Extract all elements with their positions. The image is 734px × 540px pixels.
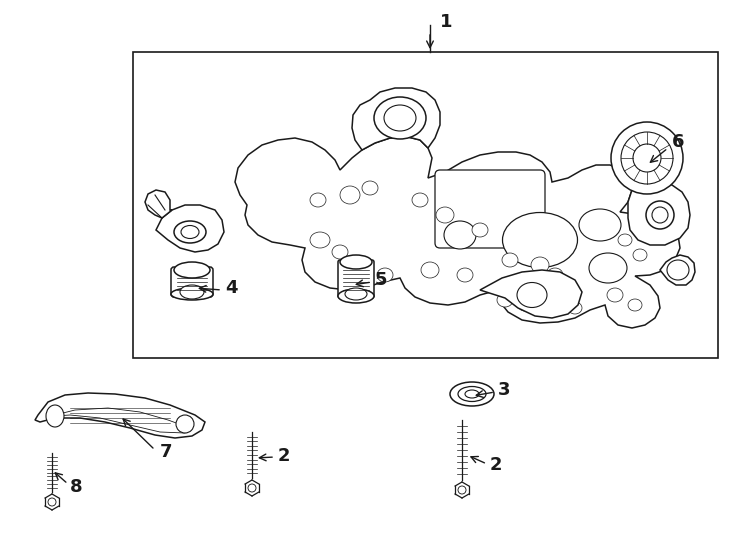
- Polygon shape: [156, 205, 224, 252]
- Ellipse shape: [332, 245, 348, 259]
- Text: 4: 4: [225, 279, 238, 297]
- Text: 1: 1: [440, 13, 452, 31]
- Ellipse shape: [646, 201, 674, 229]
- Text: 6: 6: [672, 133, 685, 151]
- FancyBboxPatch shape: [435, 170, 545, 248]
- Ellipse shape: [502, 253, 518, 267]
- Circle shape: [48, 498, 56, 506]
- Ellipse shape: [607, 288, 623, 302]
- Ellipse shape: [518, 299, 532, 311]
- Text: 8: 8: [70, 478, 83, 496]
- Ellipse shape: [46, 405, 64, 427]
- Ellipse shape: [497, 293, 513, 307]
- Ellipse shape: [465, 390, 479, 398]
- Ellipse shape: [628, 299, 642, 311]
- Ellipse shape: [174, 262, 210, 278]
- Ellipse shape: [180, 285, 204, 299]
- Ellipse shape: [342, 258, 358, 272]
- Text: 3: 3: [498, 381, 511, 399]
- Ellipse shape: [436, 207, 454, 223]
- Ellipse shape: [176, 415, 194, 433]
- Bar: [133, 52, 718, 358]
- Ellipse shape: [412, 193, 428, 207]
- Ellipse shape: [444, 221, 476, 249]
- Ellipse shape: [450, 382, 494, 406]
- Ellipse shape: [552, 288, 568, 302]
- Ellipse shape: [633, 249, 647, 261]
- Polygon shape: [480, 270, 582, 318]
- Polygon shape: [352, 88, 440, 150]
- Ellipse shape: [579, 209, 621, 241]
- Ellipse shape: [547, 268, 563, 282]
- Ellipse shape: [531, 257, 549, 273]
- Ellipse shape: [340, 255, 372, 269]
- Text: 7: 7: [160, 443, 172, 461]
- Text: 2: 2: [278, 447, 291, 465]
- Ellipse shape: [174, 221, 206, 243]
- Ellipse shape: [652, 207, 668, 223]
- Ellipse shape: [472, 223, 488, 237]
- Ellipse shape: [377, 268, 393, 282]
- Ellipse shape: [338, 289, 374, 303]
- Ellipse shape: [181, 226, 199, 239]
- Ellipse shape: [517, 282, 547, 307]
- Ellipse shape: [618, 234, 632, 246]
- Ellipse shape: [589, 253, 627, 283]
- Ellipse shape: [503, 213, 578, 267]
- Ellipse shape: [345, 288, 367, 300]
- Ellipse shape: [171, 288, 213, 300]
- Ellipse shape: [310, 193, 326, 207]
- Ellipse shape: [362, 181, 378, 195]
- Ellipse shape: [457, 268, 473, 282]
- Polygon shape: [35, 393, 205, 438]
- Ellipse shape: [310, 232, 330, 248]
- Polygon shape: [145, 190, 172, 218]
- Polygon shape: [235, 137, 680, 328]
- Ellipse shape: [340, 186, 360, 204]
- FancyBboxPatch shape: [171, 267, 213, 297]
- Ellipse shape: [421, 262, 439, 278]
- Circle shape: [248, 484, 256, 492]
- Circle shape: [458, 486, 466, 494]
- FancyBboxPatch shape: [338, 260, 374, 298]
- Circle shape: [611, 122, 683, 194]
- Circle shape: [633, 144, 661, 172]
- Ellipse shape: [374, 97, 426, 139]
- Ellipse shape: [458, 387, 486, 402]
- Circle shape: [621, 132, 673, 184]
- Text: 2: 2: [490, 456, 503, 474]
- Polygon shape: [628, 183, 690, 245]
- Ellipse shape: [667, 260, 689, 280]
- Text: 5: 5: [375, 271, 388, 289]
- Ellipse shape: [384, 105, 416, 131]
- Ellipse shape: [568, 302, 582, 314]
- Polygon shape: [660, 255, 695, 285]
